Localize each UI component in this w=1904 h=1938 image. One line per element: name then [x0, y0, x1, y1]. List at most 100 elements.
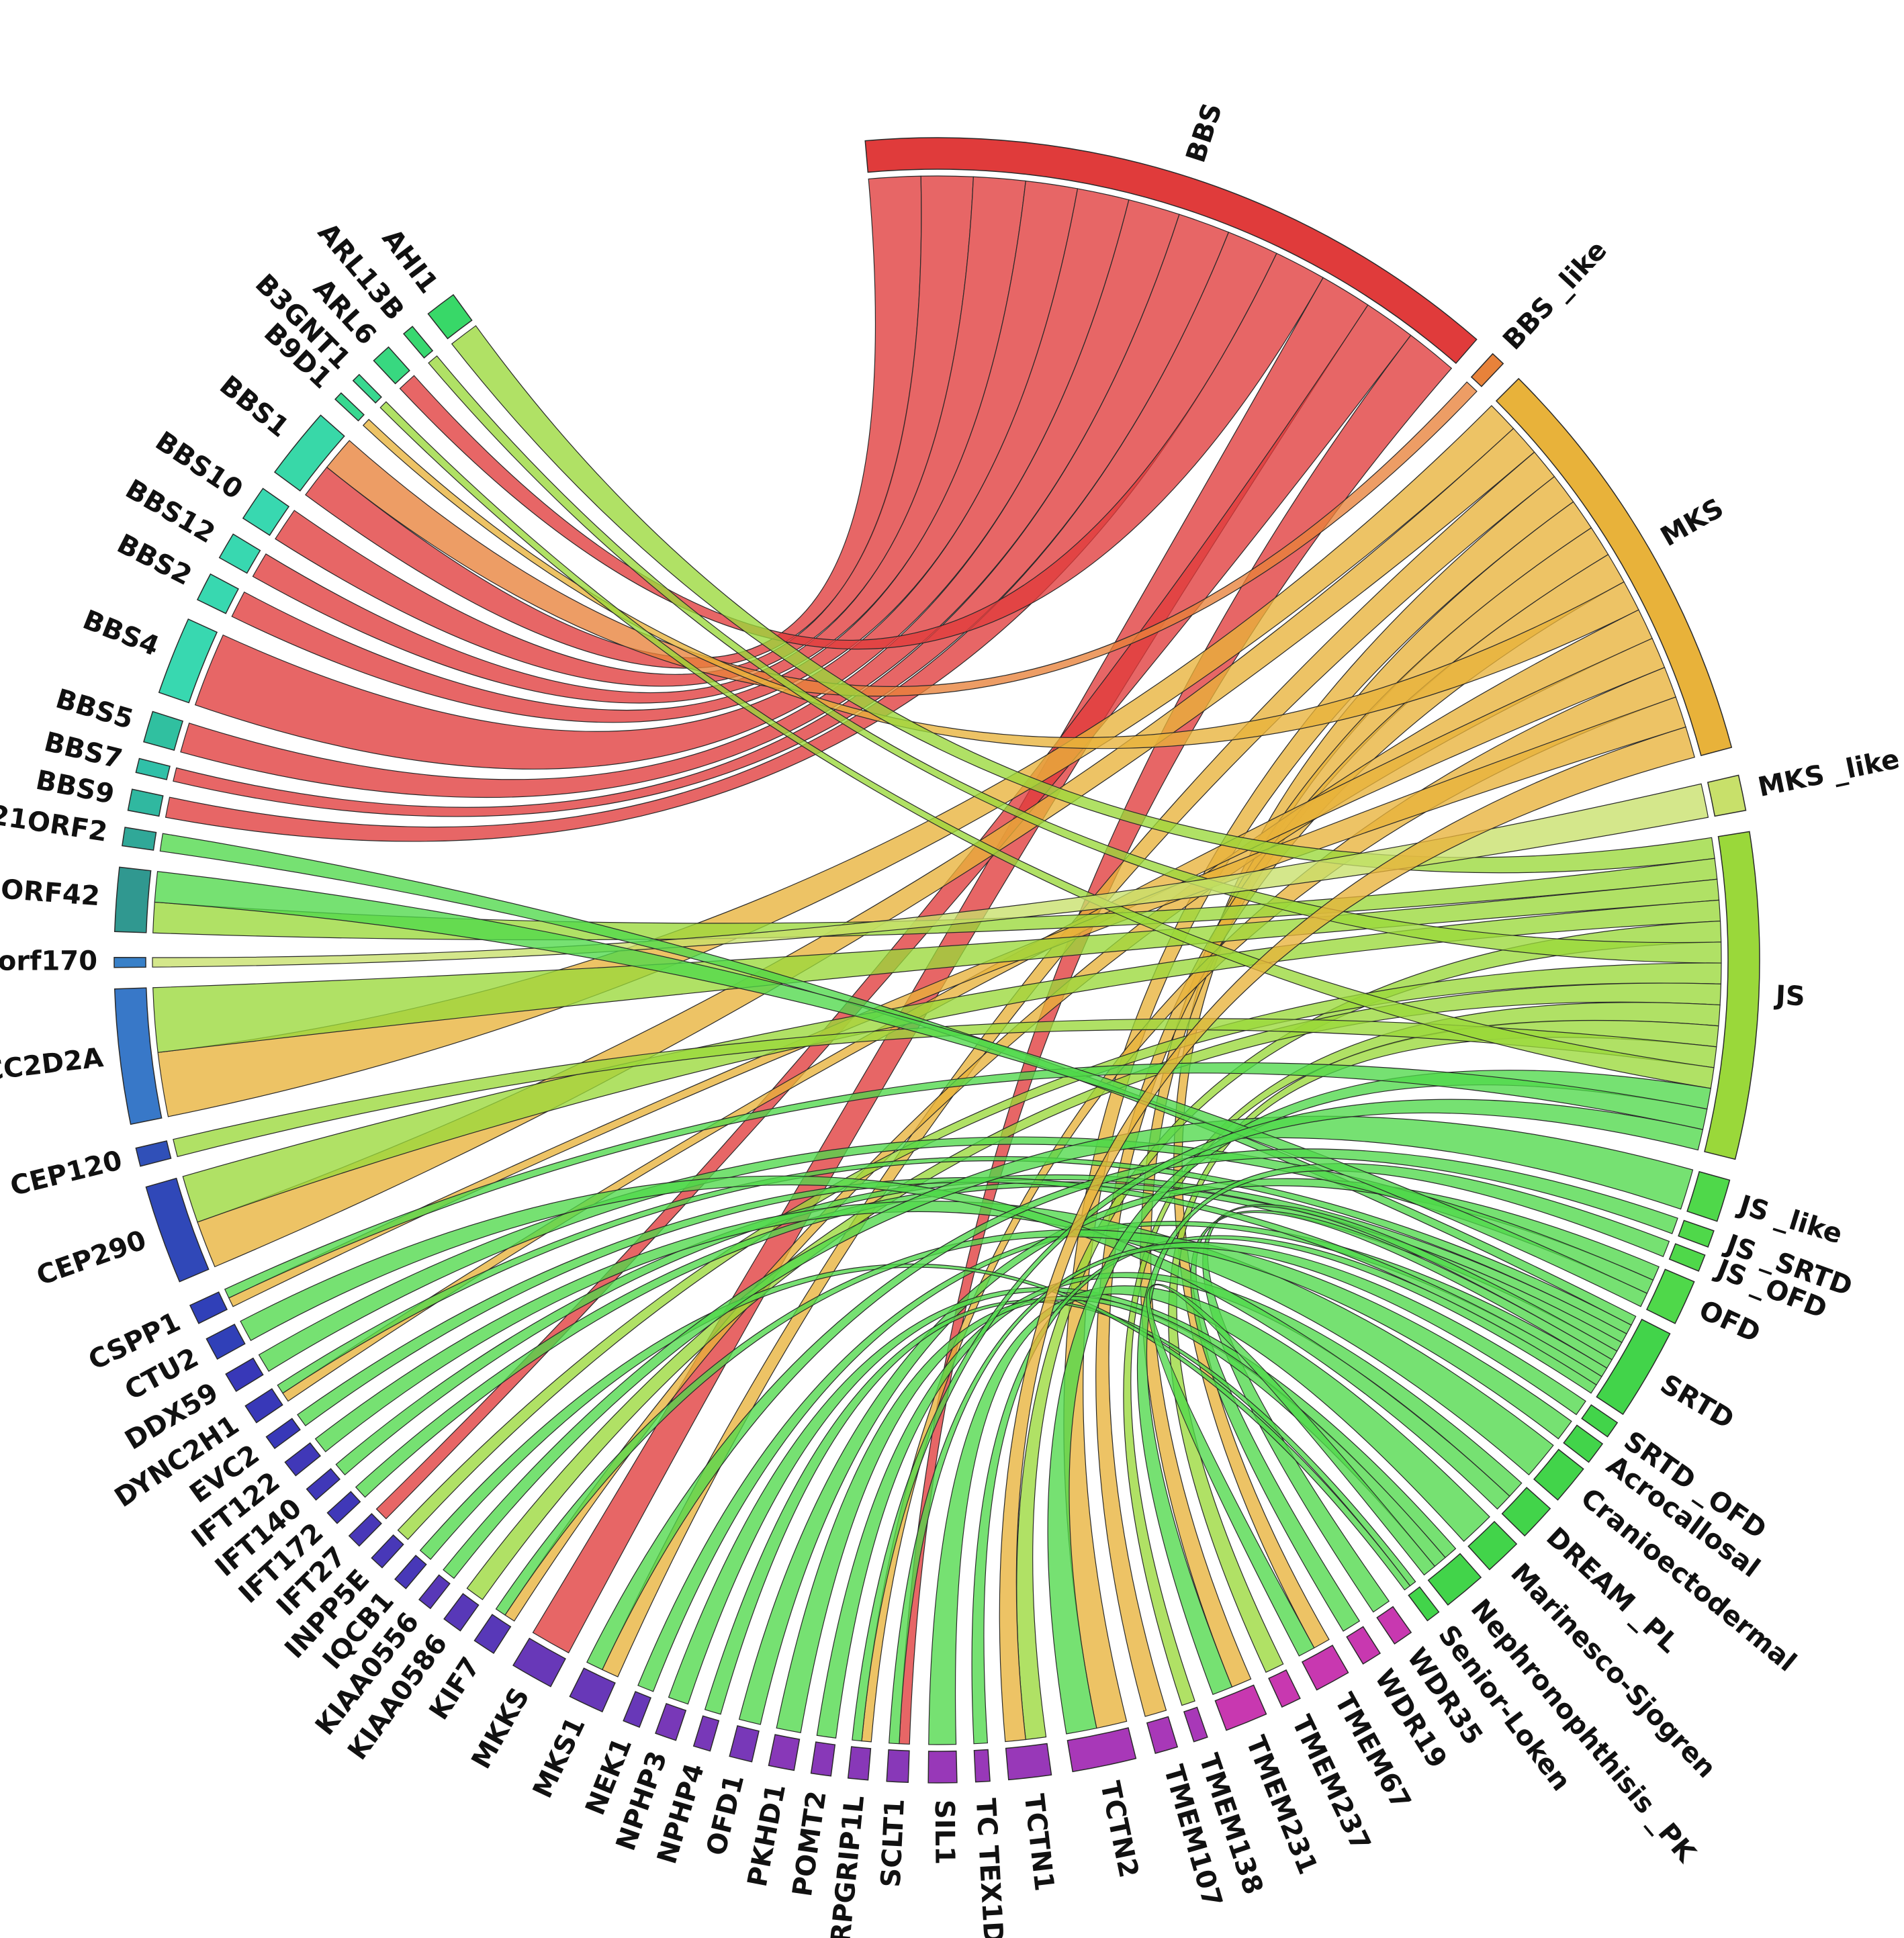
segment-js-like[interactable]	[1686, 1170, 1731, 1222]
segment-sclt1[interactable]	[886, 1749, 910, 1784]
ribbon-mks1-js-srtd	[586, 1148, 1678, 1671]
segment-wdr19[interactable]	[1346, 1626, 1381, 1665]
segment-ift140[interactable]	[306, 1468, 341, 1501]
segment-dync2h1[interactable]	[244, 1388, 283, 1424]
ribbon-bbs5-bbs	[180, 199, 1180, 798]
segment-label-sclt1: SCLT1	[876, 1798, 911, 1888]
segment-label-sil1: SIL1	[929, 1800, 960, 1865]
segment-rpgrip1l[interactable]	[847, 1746, 872, 1781]
segment-pomt2[interactable]	[810, 1741, 836, 1777]
segment-ctu2[interactable]	[206, 1324, 246, 1360]
ribbon-layer	[152, 175, 1722, 1745]
segment-mks1[interactable]	[569, 1667, 616, 1713]
segment-cspp1[interactable]	[189, 1291, 228, 1324]
ribbon-cep120-js	[173, 1018, 1717, 1158]
segment-nek1[interactable]	[623, 1691, 651, 1728]
segment-bbs4[interactable]	[158, 618, 218, 704]
segment-js[interactable]	[1704, 831, 1760, 1160]
segment-c21orf2[interactable]	[122, 827, 157, 851]
segment-cranioectodermal[interactable]	[1533, 1448, 1584, 1501]
segment-label-c5orf42: C5ORF42	[0, 871, 101, 912]
segment-senior-loken[interactable]	[1408, 1586, 1440, 1622]
segment-wdr35[interactable]	[1376, 1606, 1412, 1645]
segment-bbs2[interactable]	[196, 573, 239, 614]
segment-bbs5[interactable]	[143, 710, 184, 751]
segment-ift172[interactable]	[326, 1491, 361, 1524]
segment-label-cc2d2a: CC2D2A	[0, 1042, 105, 1087]
segment-tmem231[interactable]	[1214, 1684, 1267, 1731]
segment-kiaa0556[interactable]	[418, 1574, 451, 1610]
ribbon-dync2h1-mks	[282, 637, 1666, 1402]
segment-bbs[interactable]	[864, 137, 1478, 365]
segment-mks[interactable]	[1495, 377, 1733, 757]
segment-tctn1[interactable]	[1005, 1743, 1052, 1781]
ribbon-bbs12-bbs	[252, 176, 1026, 704]
segment-cep120[interactable]	[135, 1140, 172, 1167]
segment-ahi1[interactable]	[427, 293, 473, 340]
ribbon-kif7-acrocallosal	[495, 1229, 1572, 1616]
segment-inpp5e[interactable]	[371, 1534, 404, 1569]
segment-ofd1[interactable]	[729, 1725, 760, 1763]
segment-c5orf42[interactable]	[114, 866, 152, 933]
segment-tmem237[interactable]	[1268, 1669, 1301, 1708]
segment-label-bbs1: BBS1	[214, 370, 294, 444]
segment-js-srtd[interactable]	[1678, 1219, 1715, 1248]
ribbon-tctn1-mks	[999, 726, 1695, 1743]
segment-mks-like[interactable]	[1707, 774, 1747, 817]
segment-cep290[interactable]	[145, 1177, 210, 1283]
segment-bbs9[interactable]	[127, 788, 164, 817]
ribbon-tmem67-nephronophthisis-pk	[1146, 1283, 1436, 1657]
segment-bbs10[interactable]	[242, 488, 290, 537]
segment-mkks[interactable]	[512, 1637, 566, 1688]
ribbon-bbs4-bbs	[194, 188, 1130, 770]
segment-nphp3[interactable]	[655, 1702, 687, 1741]
segment-bbs1[interactable]	[273, 414, 345, 492]
segment-ofd[interactable]	[1645, 1268, 1695, 1324]
segment-tctn2[interactable]	[1067, 1727, 1137, 1773]
segment-pkhd1[interactable]	[768, 1734, 801, 1771]
segment-nphp4[interactable]	[692, 1715, 720, 1752]
segment-label-c6orf170: C6orf170	[0, 945, 97, 977]
ribbon-c5orf42-ofd	[154, 871, 1648, 1307]
segment-b3gnt1[interactable]	[352, 373, 382, 404]
segment-bbs-like[interactable]	[1470, 353, 1504, 387]
segment-marinesco-sjogren[interactable]	[1467, 1520, 1518, 1571]
segment-label-bbs2: BBS2	[112, 528, 197, 592]
segment-iqcb1[interactable]	[394, 1555, 427, 1589]
segment-label-tc-tex1d2: TC TEX1D2	[970, 1798, 1010, 1938]
segment-nephronophthisis-pk[interactable]	[1427, 1553, 1482, 1606]
segment-c6orf170[interactable]	[114, 956, 146, 968]
segment-bbs7[interactable]	[135, 757, 171, 780]
ribbon-pkhd1-nephronophthisis-pk	[776, 1295, 1446, 1733]
segment-acrocallosal[interactable]	[1563, 1424, 1604, 1463]
segment-tc-tex1d2[interactable]	[973, 1749, 991, 1783]
segment-evc2[interactable]	[265, 1418, 301, 1449]
segment-kif7[interactable]	[473, 1614, 512, 1655]
segment-cc2d2a[interactable]	[114, 987, 163, 1125]
segment-tmem138[interactable]	[1183, 1706, 1208, 1743]
segment-sil1[interactable]	[927, 1750, 958, 1784]
segment-srtd-ofd[interactable]	[1581, 1404, 1619, 1438]
segment-js-ofd[interactable]	[1668, 1243, 1706, 1272]
ribbon-ahi1-js	[451, 325, 1715, 874]
segment-arl6[interactable]	[373, 346, 410, 385]
segment-label-ofd: OFD	[1694, 1295, 1765, 1349]
segment-srtd[interactable]	[1596, 1318, 1671, 1416]
segment-label-ofd1: OFD1	[700, 1771, 750, 1859]
segment-b9d1[interactable]	[334, 392, 365, 422]
segment-label-srtd: SRTD	[1655, 1369, 1739, 1435]
ribbon-tmem138-js	[1123, 1002, 1721, 1706]
segment-label-bbs-like: BBS _like	[1497, 235, 1613, 356]
segment-kiaa0586[interactable]	[443, 1593, 480, 1632]
segment-label-cep290: CEP290	[33, 1225, 150, 1292]
segment-arl13b[interactable]	[402, 326, 434, 359]
segment-label-mks1: MKS1	[527, 1712, 592, 1803]
segment-tmem107[interactable]	[1146, 1716, 1179, 1754]
segment-tmem67[interactable]	[1301, 1645, 1349, 1691]
segment-ift122[interactable]	[284, 1442, 321, 1477]
segment-ift27[interactable]	[348, 1513, 382, 1547]
segment-ddx59[interactable]	[225, 1357, 264, 1392]
segment-bbs12[interactable]	[218, 533, 261, 574]
segment-dream-pl[interactable]	[1501, 1487, 1551, 1537]
